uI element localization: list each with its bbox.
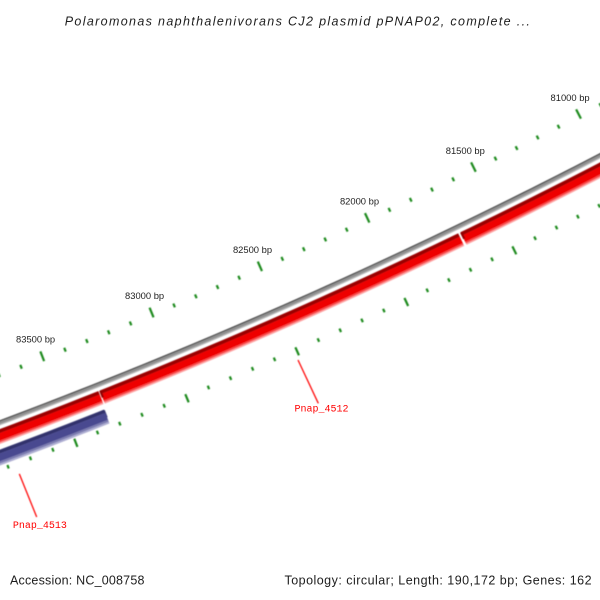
svg-text:83000 bp: 83000 bp [125,290,164,301]
svg-text:81500 bp: 81500 bp [446,145,485,156]
svg-text:Pnap_4513: Pnap_4513 [13,521,67,532]
svg-text:Topology: circular; Length: 19: Topology: circular; Length: 190,172 bp; … [284,574,592,588]
svg-text:83500 bp: 83500 bp [16,334,55,345]
svg-text:82500 bp: 82500 bp [233,244,272,255]
svg-text:Pnap_4512: Pnap_4512 [294,405,348,416]
svg-text:Polaromonas naphthalenivorans: Polaromonas naphthalenivorans CJ2 plasmi… [65,15,532,29]
svg-text:82000 bp: 82000 bp [340,196,379,207]
svg-text:Accession: NC_008758: Accession: NC_008758 [10,574,145,588]
svg-text:81000 bp: 81000 bp [551,92,590,103]
